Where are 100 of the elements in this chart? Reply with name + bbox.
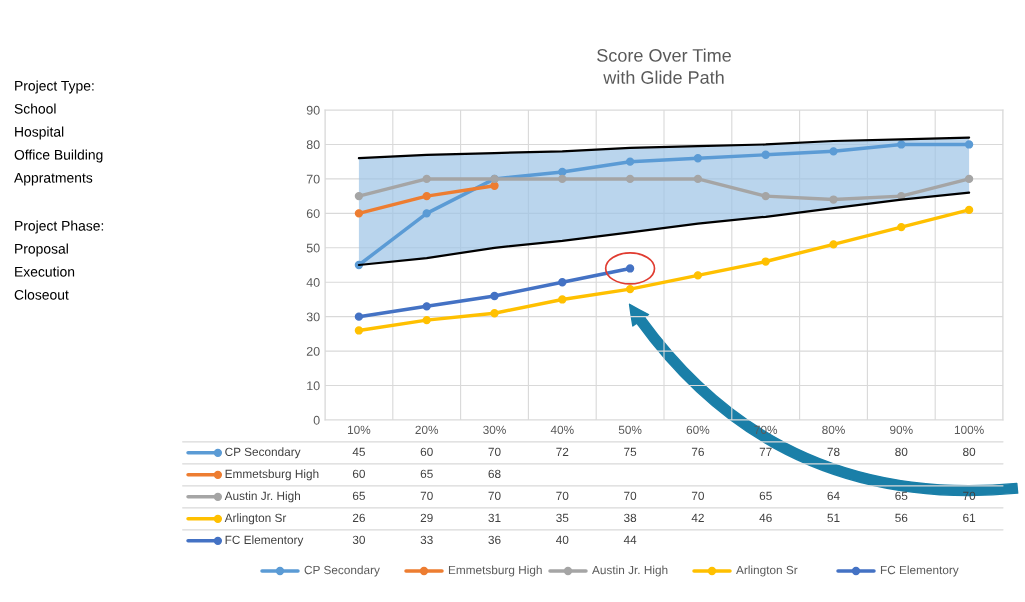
point	[354, 209, 364, 218]
data-label: 78	[827, 447, 840, 457]
point	[964, 174, 974, 184]
data-label: 33	[420, 535, 433, 545]
data-label: 60	[352, 469, 365, 479]
data-label: 44	[623, 535, 637, 544]
y-tick-label: 30	[306, 312, 320, 322]
data-label: 35	[556, 513, 569, 523]
data-label: 64	[827, 491, 840, 501]
data-label: 76	[691, 447, 704, 457]
data-label: 56	[895, 513, 908, 523]
point	[964, 205, 974, 215]
data-label: 70	[624, 491, 637, 501]
x-tick-label: 90%	[890, 425, 913, 435]
point	[490, 181, 499, 190]
y-tick-label: 70	[306, 174, 320, 184]
y-tick-label: 80	[306, 140, 320, 150]
y-tick-label: 10	[307, 381, 320, 391]
data-label: 65	[420, 469, 433, 479]
legend-label: FC Elementory	[225, 535, 304, 547]
x-tick-label: 80%	[822, 425, 845, 435]
data-label: 61	[963, 513, 976, 523]
point	[422, 174, 431, 184]
legend-label: Arlington Sr	[224, 513, 287, 525]
data-label: 70	[420, 491, 433, 501]
data-label: 70	[691, 491, 704, 501]
data-label: 80	[895, 447, 908, 457]
data-label: 36	[488, 535, 501, 545]
text: Emmetsburg High	[448, 565, 542, 577]
point	[761, 150, 770, 159]
x-tick-label: 20%	[415, 425, 439, 435]
point	[422, 209, 431, 218]
data-label: 65	[895, 491, 908, 501]
text: School	[14, 103, 56, 114]
point	[558, 167, 567, 177]
data-label: 75	[624, 447, 637, 457]
point	[490, 309, 499, 318]
point	[897, 222, 906, 232]
data-label: 30	[352, 535, 365, 545]
data-label: 42	[691, 513, 704, 522]
text: Appratments	[14, 173, 93, 186]
data-label: 45	[352, 447, 365, 457]
point	[490, 291, 499, 301]
legend-label: CP Secondary	[225, 447, 301, 459]
point	[422, 315, 431, 325]
point	[829, 240, 838, 249]
point	[761, 257, 770, 266]
data-label: 60	[420, 447, 433, 457]
x-tick-label: 100%	[954, 425, 984, 435]
data-label: 40	[556, 535, 569, 545]
text: Office Building	[14, 149, 103, 163]
x-tick-label: 50%	[618, 425, 642, 435]
data-label: 38	[623, 513, 637, 523]
legend-label: Austin Jr. High	[224, 491, 301, 503]
point	[422, 302, 431, 311]
y-tick-label: 0	[313, 415, 320, 425]
text: Project Type:	[15, 80, 94, 94]
point	[964, 140, 974, 149]
point	[422, 191, 431, 201]
point	[693, 154, 703, 163]
point	[897, 140, 906, 149]
text: Arlington Sr	[736, 565, 798, 577]
x-tick-label: 40%	[550, 425, 574, 435]
text: Execution	[15, 266, 75, 277]
text: Proposal	[15, 243, 68, 257]
point	[761, 191, 770, 201]
point	[693, 271, 703, 280]
point	[558, 295, 567, 304]
point	[625, 174, 635, 184]
data-label: 65	[352, 491, 365, 501]
legend-label: Emmetsburg High	[225, 469, 319, 481]
data-label: 68	[488, 469, 501, 479]
data-label: 70	[488, 491, 501, 501]
data-label: 46	[759, 513, 772, 523]
point	[829, 195, 838, 204]
text: Project Phase:	[15, 220, 104, 234]
text: Closeout	[14, 289, 69, 300]
y-tick-label: 60	[306, 209, 320, 218]
x-tick-label: 60%	[686, 425, 710, 435]
y-tick-label: 20	[306, 346, 320, 356]
data-label: 29	[420, 513, 433, 523]
point	[558, 278, 567, 287]
text: CP Secondary	[304, 565, 380, 577]
text: Hospital	[15, 126, 64, 140]
point	[829, 147, 838, 156]
line-series	[357, 136, 971, 160]
point	[625, 264, 635, 273]
x-tick-label: 30%	[483, 425, 506, 435]
chart-title: Score Over Time with Glide Path	[597, 48, 731, 84]
point	[354, 312, 364, 321]
point	[354, 326, 364, 335]
data-label: 31	[488, 513, 501, 523]
text: FC Elementory	[880, 565, 959, 577]
data-label: 80	[963, 447, 976, 457]
point	[354, 191, 364, 201]
data-label: 65	[759, 491, 772, 501]
y-tick-label: 90	[306, 105, 320, 115]
data-label: 77	[759, 447, 772, 456]
y-tick-label: 40	[306, 278, 320, 287]
data-label: 72	[556, 447, 569, 456]
